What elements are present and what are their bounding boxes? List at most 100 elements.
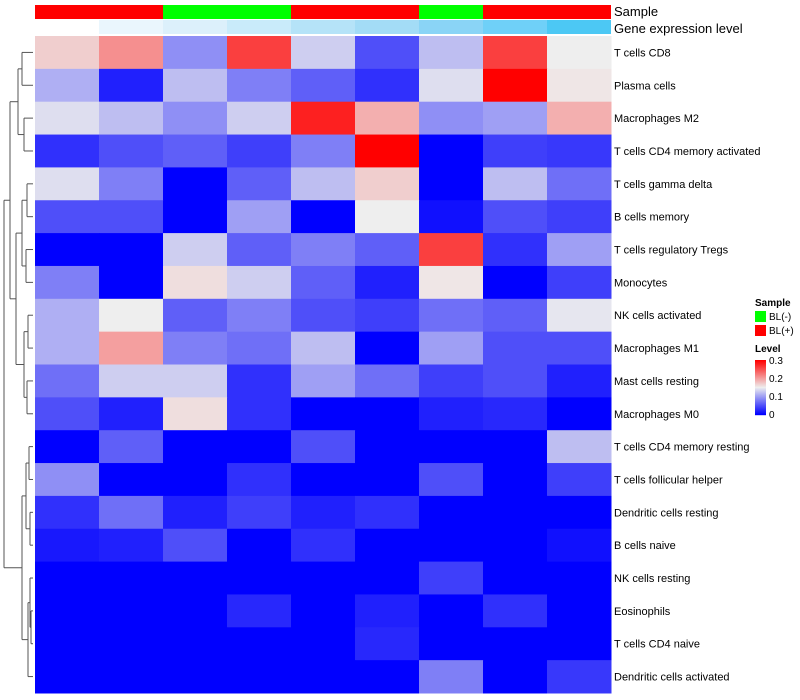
- heatmap-cell: [227, 364, 292, 398]
- heatmap-cell: [419, 495, 484, 530]
- heatmap-cell: [227, 561, 292, 595]
- heatmap-cell: [419, 561, 484, 595]
- heatmap-cell: [99, 298, 164, 333]
- heatmap-cell: [419, 331, 484, 365]
- heatmap-cell: [227, 167, 292, 201]
- expression-annotation-cell: [163, 20, 227, 34]
- heatmap-cell: [483, 594, 548, 628]
- heatmap-cell: [227, 660, 292, 694]
- row-label: T cells CD4 memory activated: [614, 146, 761, 158]
- heatmap-cell: [163, 528, 228, 563]
- heatmap-cell: [99, 561, 164, 595]
- heatmap-cell: [227, 36, 292, 70]
- legend-title-level: Level: [755, 344, 781, 355]
- row-label: T cells CD8: [614, 47, 671, 59]
- heatmap-cell: [483, 101, 548, 136]
- heatmap-cell: [355, 594, 420, 628]
- heatmap-cell: [291, 528, 356, 563]
- legend-title-sample: Sample: [755, 298, 791, 309]
- heatmap-cell: [227, 430, 292, 464]
- row-label: Mast cells resting: [614, 376, 699, 388]
- heatmap-cell: [163, 594, 228, 628]
- heatmap-cell: [547, 528, 612, 563]
- heatmap-cell: [291, 561, 356, 595]
- sample-annotation-cell: [99, 5, 163, 19]
- legend-gradient-step: [755, 370, 766, 372]
- legend-gradient-step: [755, 379, 766, 381]
- row-label: Dendritic cells resting: [614, 507, 719, 519]
- heatmap-cell: [483, 68, 548, 103]
- legend-gradient-step: [755, 363, 766, 365]
- heatmap-cell: [99, 594, 164, 628]
- heatmap-cell: [419, 528, 484, 563]
- heatmap-cell: [99, 101, 164, 136]
- heatmap-cell: [163, 233, 228, 267]
- legend-gradient-step: [755, 386, 766, 388]
- heatmap-cell: [99, 430, 164, 464]
- legend-gradient-step: [755, 409, 766, 411]
- heatmap-cell: [419, 167, 484, 201]
- heatmap-cell: [99, 233, 164, 267]
- row-label: NK cells resting: [614, 573, 690, 585]
- heatmap-cell: [35, 68, 100, 103]
- expression-annotation-cell: [547, 20, 611, 34]
- legend-gradient-step: [755, 405, 766, 407]
- heatmap-cell: [419, 298, 484, 333]
- legend-swatch: [755, 311, 766, 322]
- row-label: B cells memory: [614, 212, 690, 224]
- heatmap-cell: [163, 101, 228, 136]
- heatmap-cell: [291, 167, 356, 201]
- heatmap-cell: [547, 101, 612, 136]
- sample-annotation-cell: [483, 5, 547, 19]
- heatmap-cell: [483, 463, 548, 497]
- heatmap-cell: [355, 200, 420, 234]
- heatmap-cell: [547, 594, 612, 628]
- heatmap-cell: [547, 430, 612, 464]
- heatmap-cell: [419, 101, 484, 136]
- legend-tick-label: 0.2: [769, 374, 783, 385]
- legend-gradient-step: [755, 364, 766, 366]
- heatmap-cell: [35, 528, 100, 563]
- heatmap-cell: [355, 68, 420, 103]
- legend-gradient-step: [755, 385, 766, 387]
- heatmap-cell: [355, 265, 420, 300]
- heatmap-cell: [35, 265, 100, 300]
- row-label: T cells gamma delta: [614, 179, 713, 191]
- expression-annotation-cell: [355, 20, 419, 34]
- legend-gradient-step: [755, 390, 766, 392]
- heatmap-cell: [355, 627, 420, 661]
- heatmap-cell: [291, 660, 356, 694]
- heatmap-cell: [35, 561, 100, 595]
- legend-gradient-step: [755, 362, 766, 364]
- heatmap-cell: [355, 134, 420, 168]
- legend-gradient-step: [755, 389, 766, 391]
- legend-gradient-step: [755, 413, 766, 415]
- legend-label: BL(-): [769, 312, 791, 323]
- heatmap-cell: [99, 364, 164, 398]
- legend-gradient-step: [755, 369, 766, 371]
- legend-gradient-step: [755, 380, 766, 382]
- heatmap-cell: [35, 36, 100, 70]
- row-label: T cells follicular helper: [614, 474, 723, 486]
- legend-gradient-step: [755, 394, 766, 396]
- legend-gradient-step: [755, 392, 766, 394]
- legend-gradient-step: [755, 402, 766, 404]
- heatmap-cell: [35, 660, 100, 694]
- heatmap-cell: [227, 265, 292, 300]
- heatmap-cell: [99, 528, 164, 563]
- heatmap-cell: [163, 331, 228, 365]
- heatmap-cell: [483, 627, 548, 661]
- heatmap-cell: [99, 167, 164, 201]
- legend-gradient-step: [755, 382, 766, 384]
- heatmap-cell: [163, 660, 228, 694]
- heatmap-cell: [355, 167, 420, 201]
- heatmap-cell: [547, 397, 612, 431]
- row-label: B cells naive: [614, 540, 676, 552]
- heatmap-cell: [163, 397, 228, 431]
- sample-annotation-cell: [419, 5, 483, 19]
- heatmap-cell: [35, 233, 100, 267]
- heatmap-cell: [419, 233, 484, 267]
- heatmap-cell: [35, 101, 100, 136]
